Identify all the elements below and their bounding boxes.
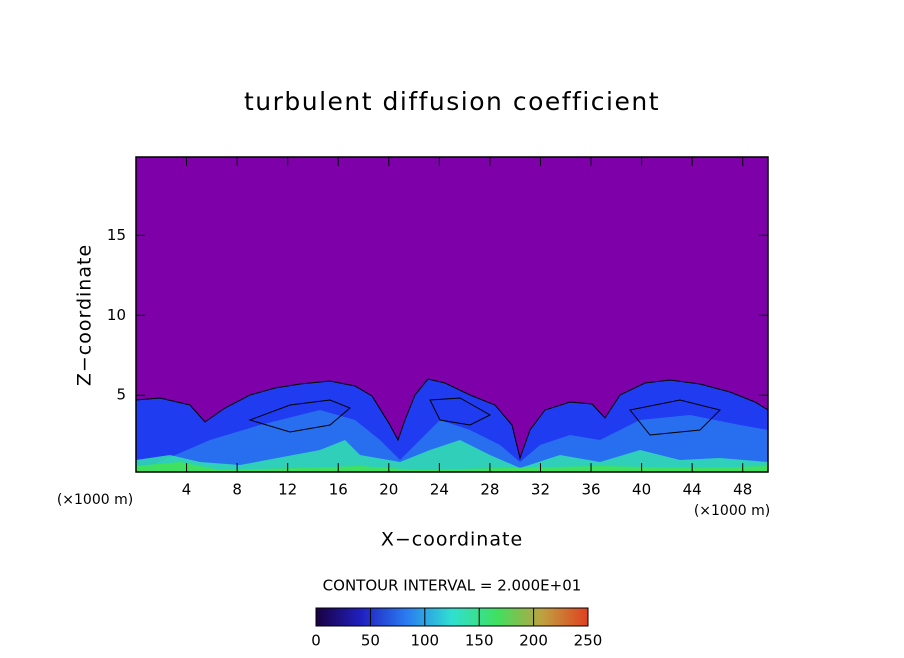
x-unit-label: (×1000 m) — [694, 503, 770, 519]
colorbar — [315, 607, 589, 627]
colorbar-tick-label: 200 — [519, 632, 548, 650]
x-tick-label: 28 — [480, 481, 499, 499]
contour-interval: CONTOUR INTERVAL = 2.000E+01 — [323, 577, 582, 595]
y-axis-label: Z−coordinate — [74, 244, 96, 386]
x-tick-label: 24 — [430, 481, 449, 499]
x-tick-label: 32 — [531, 481, 550, 499]
y-tick-label: 10 — [107, 306, 126, 324]
field — [136, 378, 768, 472]
x-tick-label: 20 — [379, 481, 398, 499]
colorbar-tick-label: 100 — [410, 632, 439, 650]
contour-line — [248, 397, 721, 436]
y-unit-label: (×1000 m) — [57, 492, 133, 508]
x-tick-label: 40 — [632, 481, 651, 499]
x-tick-label: 44 — [683, 481, 702, 499]
x-tick-label: 12 — [278, 481, 297, 499]
y-tick-label: 15 — [107, 226, 126, 244]
field-region — [136, 440, 768, 472]
colorbar-tick-label: 150 — [465, 632, 494, 650]
chart-title: turbulent diffusion coefficient — [244, 87, 660, 116]
colorbar-tick-label: 250 — [574, 632, 603, 650]
plot-frame — [135, 156, 769, 473]
colorbar-tick-label: 0 — [311, 632, 321, 650]
x-tick-label: 36 — [581, 481, 600, 499]
x-tick-label: 8 — [232, 481, 242, 499]
x-axis-label: X−coordinate — [381, 529, 523, 551]
x-tick-label: 4 — [182, 481, 192, 499]
field-region — [136, 462, 768, 472]
x-tick-label: 48 — [733, 481, 752, 499]
x-tick-label: 16 — [329, 481, 348, 499]
y-tick-label: 5 — [116, 386, 126, 404]
colorbar-tick-label: 50 — [361, 632, 380, 650]
